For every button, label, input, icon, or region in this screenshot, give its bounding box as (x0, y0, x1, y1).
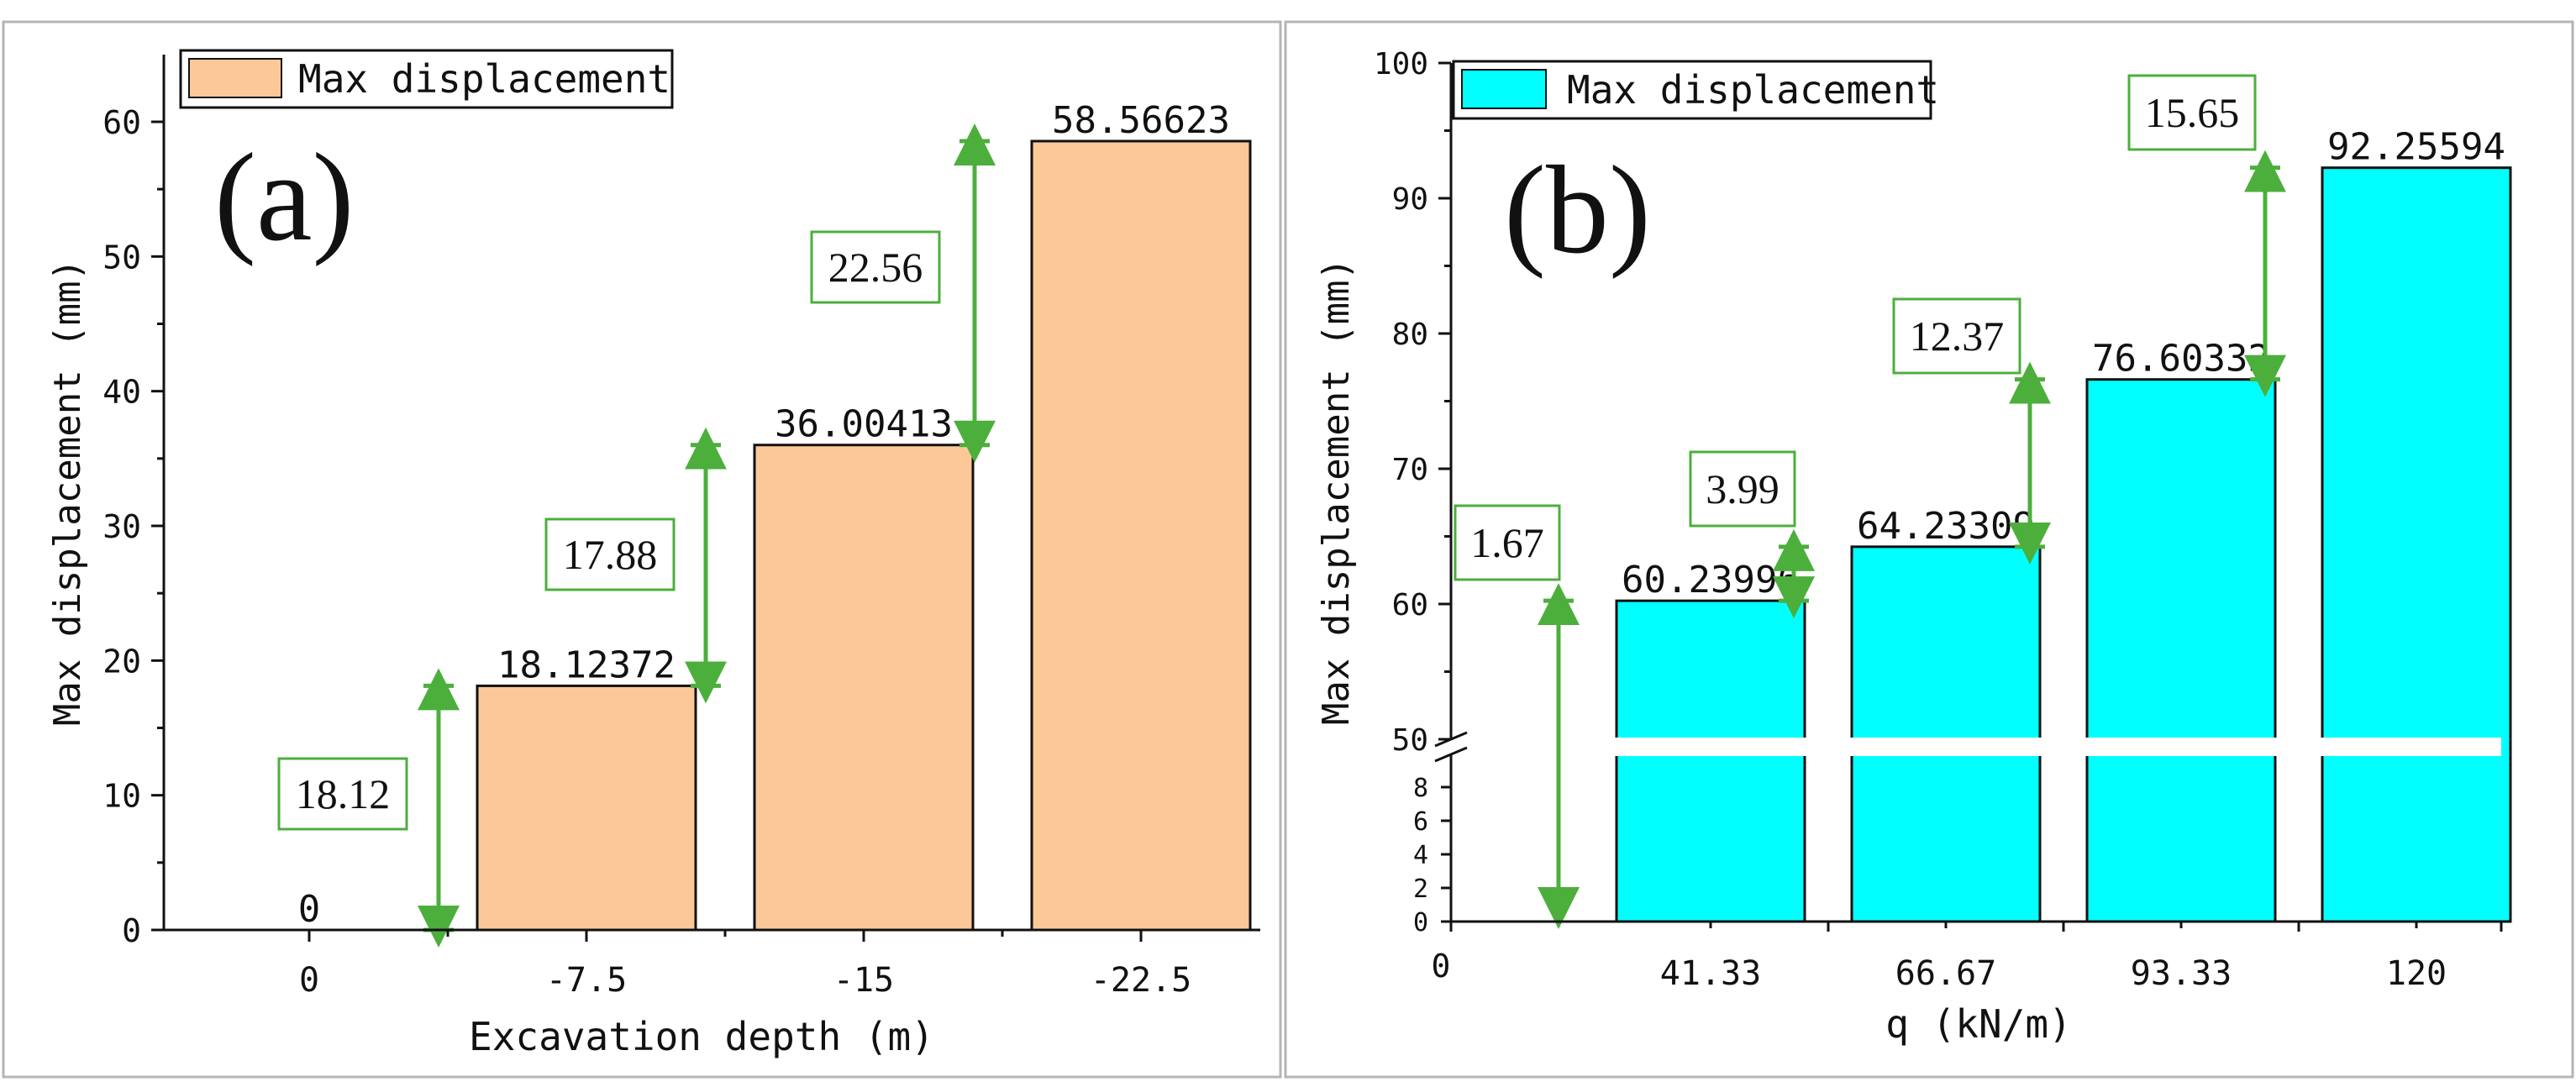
y-axis-a-label: Max displacement (mm) (46, 259, 89, 726)
increment-b-box (1689, 450, 1796, 528)
x-tick-a-label: -22.5 (1091, 961, 1191, 1000)
bar-a-value-label: 58.56623 (1052, 99, 1230, 142)
increment-a-box (810, 230, 941, 304)
y-tick-b-label: 60 (1392, 588, 1428, 622)
legend-a-swatch (188, 58, 282, 98)
increments-a: 18.12 17.88 22.56 (277, 123, 996, 948)
bar-b (2321, 166, 2512, 923)
bar-b-value-label: 76.60332 (2092, 338, 2270, 381)
y-tick-b-label: 100 (1374, 47, 1428, 81)
chart-b: (b) Max displacement 60.23996 64.23309 76.… (1315, 47, 2512, 1047)
y-tick-a-label: 20 (103, 643, 141, 680)
x-tick-a-label: 0 (299, 961, 319, 1000)
bar-b-value-label: 92.25594 (2327, 126, 2505, 169)
bar-a-value-label: 36.00413 (775, 403, 953, 446)
y-tick-b-label: 6 (1413, 807, 1428, 837)
y-tick-b-label: 8 (1413, 774, 1428, 803)
axis-break-band (1451, 738, 2501, 756)
bar-b (1850, 545, 2042, 923)
y-tick-a-label: 60 (103, 104, 141, 141)
y-tick-b-label: 0 (1413, 908, 1428, 938)
bar-a-value-label: 0 (298, 888, 321, 931)
increment-a-box (277, 757, 408, 831)
increment-a-label: 18.12 (296, 770, 391, 817)
increment-b-box (1454, 504, 1561, 581)
y-ticks-a: 0 10 20 30 40 50 60 (103, 104, 164, 949)
x-tick-b-label: 120 (2386, 954, 2447, 993)
x-ticks-b: 41.33 66.67 93.33 120 (1449, 922, 2503, 993)
increment-b-label: 12.37 (1910, 313, 2005, 360)
panel-a-frame (2, 20, 1282, 1079)
bar-b (2085, 378, 2277, 923)
bars-b: 60.23996 64.23309 76.60332 92.25594 (1615, 126, 2512, 923)
panel-b-frame (1284, 20, 2574, 1079)
y-tick-a-label: 10 (103, 778, 141, 815)
y-tick-b-label: 50 (1392, 723, 1428, 758)
legend-b-label: Max displacement (1567, 67, 1939, 113)
x-ticks-a: 0 -7.5 -15 -22.5 (299, 930, 1191, 1000)
x-tick-a-label: -7.5 (546, 961, 627, 1000)
x-tick-a-label: -15 (833, 961, 894, 1000)
y-tick-a-label: 30 (103, 508, 141, 545)
x-tick-b-label: 66.67 (1895, 954, 1996, 993)
legend-b: Max displacement (1452, 60, 1939, 120)
chart-a: (a) Max displacement 0 18.12372 36.00413 58… (46, 49, 1260, 1059)
bar-a (753, 444, 975, 932)
bars-a: 0 18.12372 36.00413 58.56623 (298, 99, 1252, 932)
y-tick-b-label: 70 (1392, 453, 1428, 487)
increment-b-label: 1.67 (1470, 519, 1544, 566)
increment-a-label: 22.56 (828, 244, 923, 291)
increment-b-box (1892, 297, 2021, 375)
x-axis-b-label: q (kN/m) (1885, 1001, 2072, 1047)
increments-b: 1.67 3.99 12.37 15.65 (1454, 74, 2286, 929)
bar-b-value-label: 60.23996 (1622, 559, 1800, 601)
increment-a-box (544, 517, 676, 591)
x-axis-a-label: Excavation depth (m) (469, 1014, 934, 1059)
panel-a-label: (a) (214, 128, 354, 267)
origin-label-b: 0 (1432, 948, 1451, 985)
legend-a-label: Max displacement (298, 56, 670, 102)
bar-b-value-label: 64.23309 (1857, 505, 2035, 548)
y-tick-b-label: 90 (1392, 182, 1428, 217)
y-tick-a-label: 0 (122, 912, 141, 949)
increment-b-label: 3.99 (1706, 465, 1780, 512)
y-tick-a-label: 50 (103, 239, 141, 276)
panel-b-label: (b) (1504, 140, 1651, 280)
bar-a (476, 684, 697, 932)
bar-a-value-label: 18.12372 (497, 643, 676, 686)
y-tick-a-label: 40 (103, 374, 141, 411)
y-tick-b-label: 4 (1413, 841, 1428, 870)
legend-b-swatch (1461, 69, 1547, 109)
increment-b-label: 15.65 (2145, 89, 2240, 136)
bar-a (1030, 139, 1252, 932)
bar-b (1615, 599, 1806, 923)
x-tick-b-label: 93.33 (2131, 954, 2232, 993)
legend-a: Max displacement (179, 49, 674, 109)
y-ticks-b: 50 60 70 80 90 100 0 2 4 6 8 (1374, 47, 1451, 938)
y-axis-b-label: Max displacement (mm) (1315, 258, 1358, 725)
y-tick-b-label: 80 (1392, 318, 1428, 352)
increment-b-box (2127, 74, 2257, 151)
y-tick-b-label: 2 (1413, 875, 1428, 904)
increment-a-label: 17.88 (563, 531, 658, 578)
x-tick-b-label: 41.33 (1660, 954, 1761, 993)
axis-break-mark-bottom (1434, 746, 1468, 763)
